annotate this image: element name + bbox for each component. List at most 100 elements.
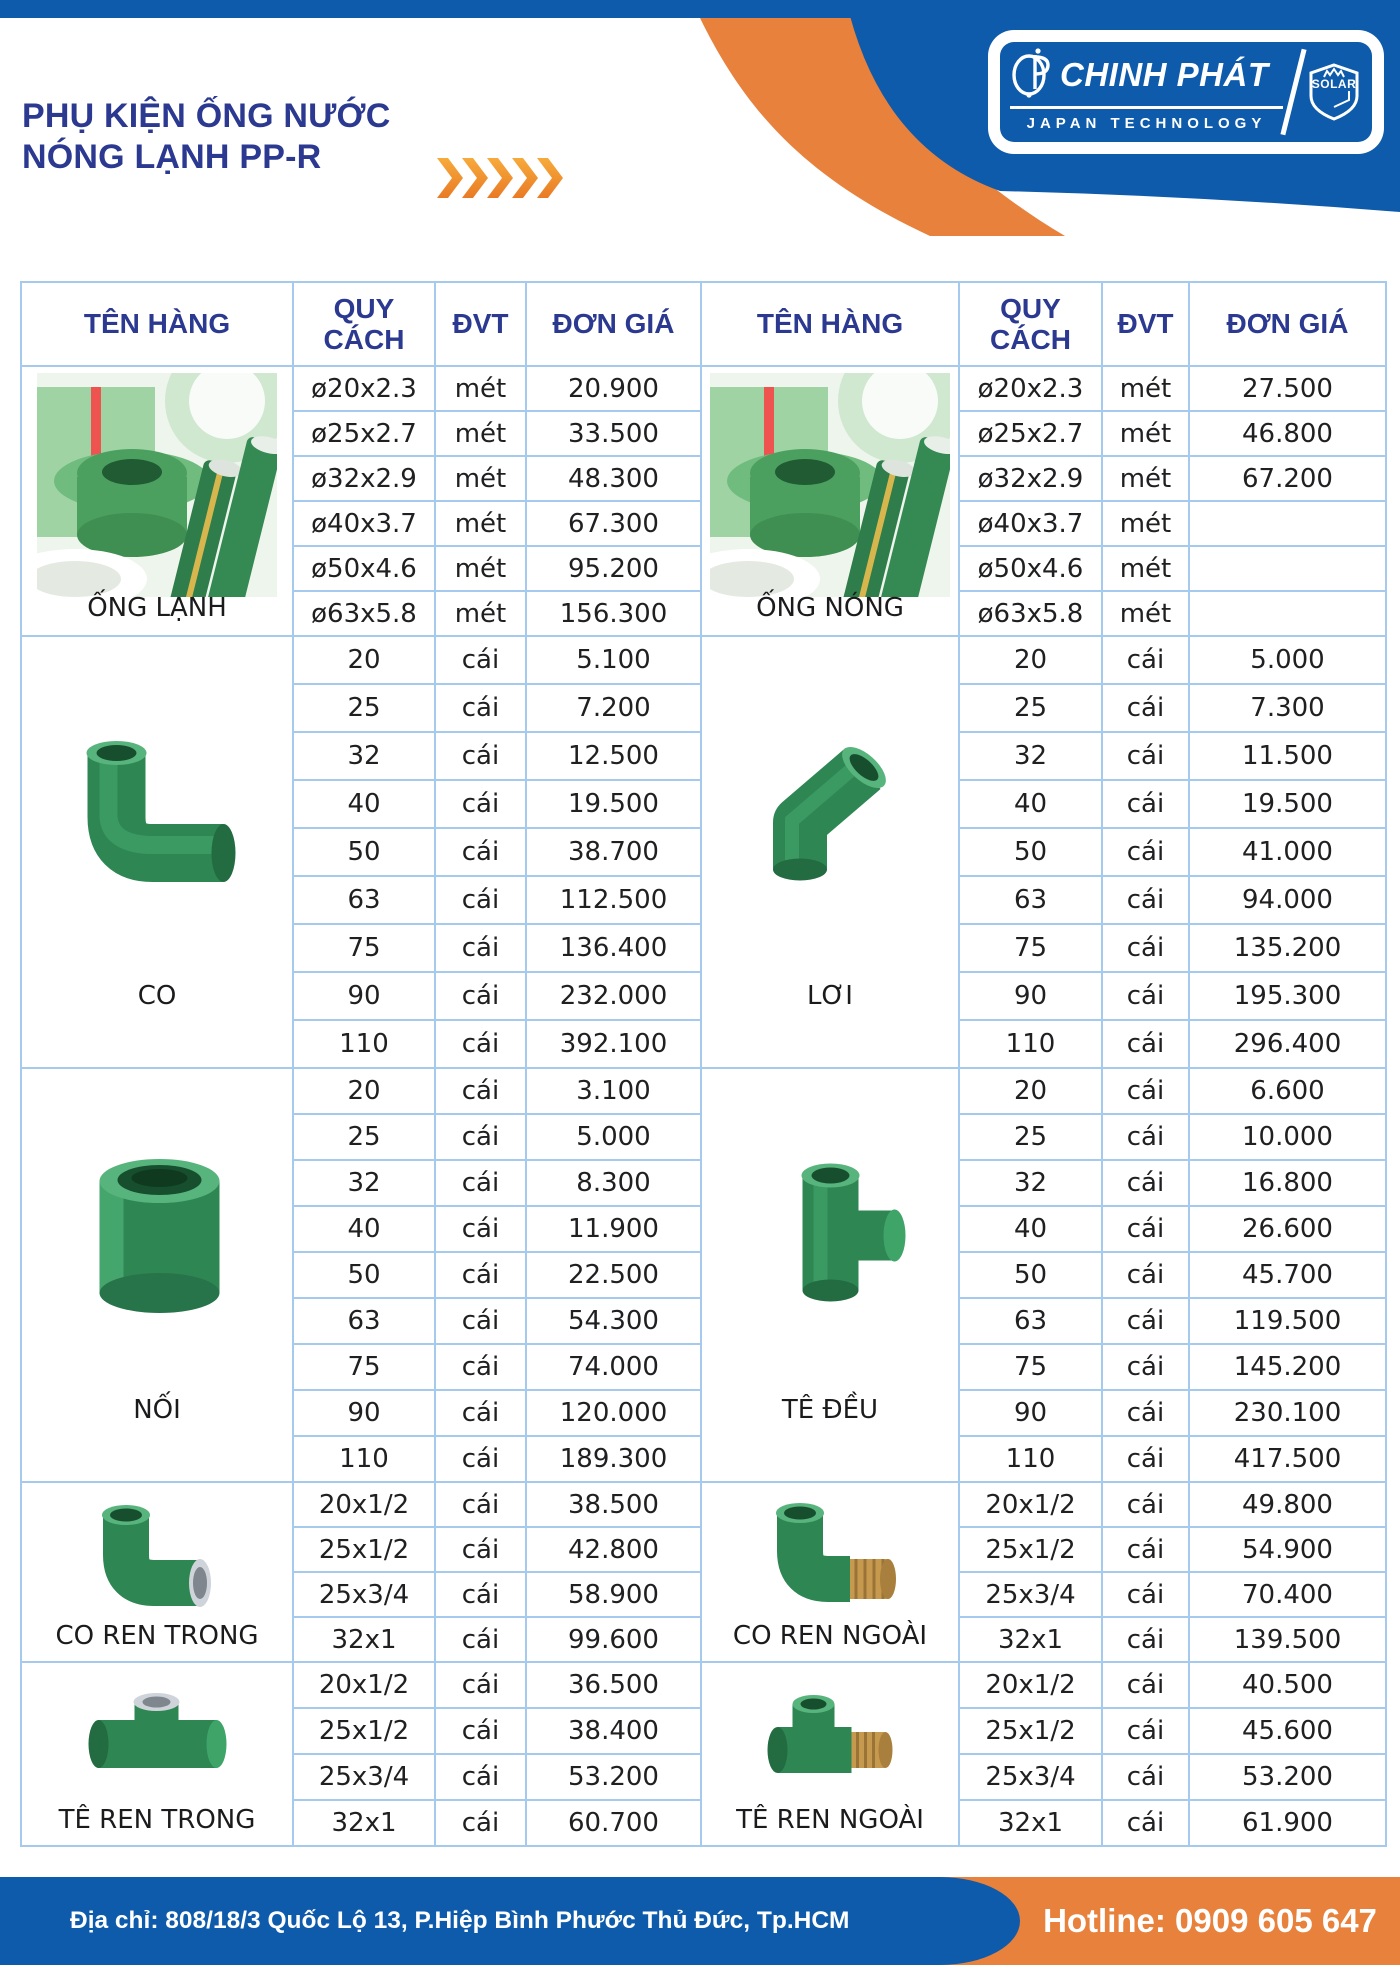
table-row: 32x1 cái 99.600 32x1 cái 139.500 [21, 1616, 1387, 1663]
cp-monogram-icon [1010, 47, 1054, 105]
unit-cell: cái [1101, 1067, 1190, 1115]
price-cell: 67.300 [525, 500, 702, 547]
price-cell: 27.500 [1188, 365, 1387, 412]
unit-cell: cái [1101, 1205, 1190, 1253]
product-name-label: CO [137, 981, 177, 1011]
spec-cell: 25 [958, 1113, 1103, 1161]
unit-cell: mét [434, 500, 527, 547]
unit-cell: cái [1101, 1343, 1190, 1391]
price-cell: 95.200 [525, 545, 702, 592]
product-cell-co: CO [20, 635, 294, 1069]
spec-cell: ø25x2.7 [292, 410, 436, 457]
unit-cell: cái [434, 779, 527, 829]
chevrons-icon [437, 158, 563, 198]
spec-cell: 75 [292, 1343, 436, 1391]
price-cell: 139.500 [1188, 1616, 1387, 1663]
green-pipes-illustration [3, 338, 289, 614]
table-row: 25 cái 7.200 25 cái 7.300 [21, 683, 1387, 733]
unit-cell: cái [434, 1343, 527, 1391]
unit-cell: cái [434, 1481, 527, 1528]
price-cell: 26.600 [1188, 1205, 1387, 1253]
table-row: 63 cái 54.300 63 cái 119.500 [21, 1297, 1387, 1345]
table-row: 25x3/4 cái 53.200 25x3/4 cái 53.200 [21, 1753, 1387, 1801]
spec-cell: 20 [958, 635, 1103, 685]
unit-cell: cái [1101, 779, 1190, 829]
footer-band: Địa chỉ: 808/18/3 Quốc Lộ 13, P.Hiệp Bìn… [0, 1877, 1400, 1965]
spec-cell: 25x3/4 [958, 1753, 1103, 1801]
price-cell: 45.700 [1188, 1251, 1387, 1299]
price-cell: 70.400 [1188, 1571, 1387, 1618]
spec-cell: 20 [958, 1067, 1103, 1115]
price-cell: 48.300 [525, 455, 702, 502]
solar-shield-icon: SOLAR [1304, 46, 1364, 138]
table-row: 75 cái 136.400 75 cái 135.200 [21, 923, 1387, 973]
product-name-label: LƠI [807, 981, 853, 1011]
spec-cell: 40 [292, 1205, 436, 1253]
unit-cell: cái [1101, 1435, 1190, 1483]
price-cell: 54.900 [1188, 1526, 1387, 1573]
unit-cell: mét [434, 365, 527, 412]
spec-cell: 110 [958, 1435, 1103, 1483]
product-cell-co-ren-trong: CO REN TRONG [20, 1481, 294, 1663]
price-cell: 67.200 [1188, 455, 1387, 502]
price-cell: 20.900 [525, 365, 702, 412]
unit-cell: mét [1101, 545, 1190, 592]
spec-cell: 63 [292, 875, 436, 925]
elbow-male-thread-illustration [754, 1493, 906, 1615]
header-dvt-left: ĐVT [434, 281, 527, 367]
price-cell: 5.000 [1188, 635, 1387, 685]
unit-cell: cái [1101, 1661, 1190, 1709]
spec-cell: 63 [958, 875, 1103, 925]
unit-cell: mét [434, 410, 527, 457]
table-row: 90 cái 232.000 90 cái 195.300 [21, 971, 1387, 1021]
spec-cell: 110 [292, 1019, 436, 1069]
spec-cell: 110 [958, 1019, 1103, 1069]
price-cell: 296.400 [1188, 1019, 1387, 1069]
table-row: 110 cái 392.100 110 cái 296.400 [21, 1019, 1387, 1069]
header-dvt-right: ĐVT [1101, 281, 1190, 367]
table-row: 25 cái 5.000 25 cái 10.000 [21, 1113, 1387, 1161]
coupling-illustration [65, 1153, 250, 1315]
spec-cell: 25x1/2 [958, 1707, 1103, 1755]
hotline-text: Hotline: 0909 605 647 [1043, 1902, 1377, 1939]
unit-cell: cái [1101, 1389, 1190, 1437]
table-row: 63 cái 112.500 63 cái 94.000 [21, 875, 1387, 925]
green-pipes-illustration [676, 338, 962, 614]
price-cell [1188, 590, 1387, 637]
spec-cell: 25x3/4 [292, 1753, 436, 1801]
price-cell: 189.300 [525, 1435, 702, 1483]
unit-cell: cái [1101, 1571, 1190, 1618]
table-row: ø25x2.7 mét 33.500 ø25x2.7 mét 46.800 [21, 410, 1387, 457]
header-don-gia-right: ĐƠN GIÁ [1188, 281, 1387, 367]
product-cell-te-ren-trong: TÊ REN TRONG [20, 1661, 294, 1847]
unit-cell: cái [434, 1019, 527, 1069]
product-name-label: ỐNG LẠNH [87, 593, 227, 623]
orange-swoosh [700, 18, 1065, 236]
price-cell: 33.500 [525, 410, 702, 457]
price-cell: 16.800 [1188, 1159, 1387, 1207]
unit-cell: mét [1101, 410, 1190, 457]
price-cell: 54.300 [525, 1297, 702, 1345]
header-quy-cach-right: QUY CÁCH [958, 281, 1103, 367]
table-row: 25x1/2 cái 42.800 25x1/2 cái 54.900 [21, 1526, 1387, 1573]
price-cell: 74.000 [525, 1343, 702, 1391]
unit-cell: cái [434, 971, 527, 1021]
spec-cell: 110 [292, 1435, 436, 1483]
unit-cell: cái [434, 1571, 527, 1618]
spec-cell: 25x1/2 [958, 1526, 1103, 1573]
spec-cell: 40 [958, 779, 1103, 829]
price-cell: 230.100 [1188, 1389, 1387, 1437]
unit-cell: cái [1101, 1799, 1190, 1847]
product-name-label: NỐI [133, 1395, 181, 1425]
spec-cell: 25x1/2 [292, 1526, 436, 1573]
table-row: 25x1/2 cái 38.400 25x1/2 cái 45.600 [21, 1707, 1387, 1755]
unit-cell: cái [434, 1159, 527, 1207]
spec-cell: ø63x5.8 [958, 590, 1103, 637]
top-bar [0, 0, 1400, 18]
price-cell: 417.500 [1188, 1435, 1387, 1483]
price-cell: 195.300 [1188, 971, 1387, 1021]
table-row: 32x1 cái 60.700 32x1 cái 61.900 [21, 1799, 1387, 1847]
spec-cell: 90 [958, 971, 1103, 1021]
spec-cell: ø50x4.6 [292, 545, 436, 592]
price-cell: 99.600 [525, 1616, 702, 1663]
